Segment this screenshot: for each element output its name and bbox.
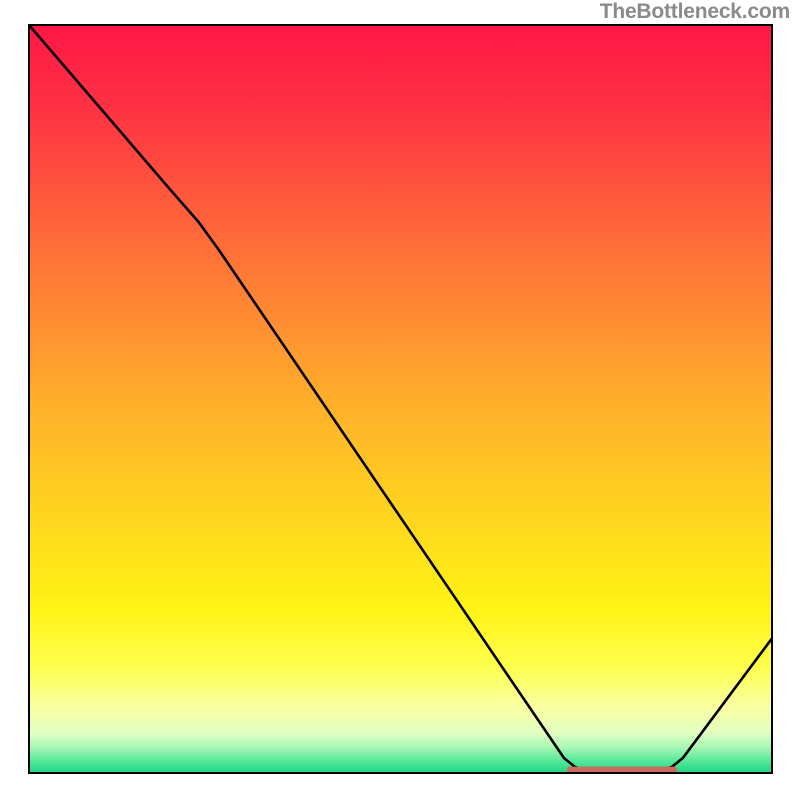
optimal-range-marker	[567, 767, 677, 773]
chart-container: { "attribution": { "text": "TheBottlenec…	[0, 0, 800, 800]
gradient-background	[29, 25, 772, 773]
attribution-text: TheBottleneck.com	[600, 0, 790, 24]
plot-area	[28, 24, 773, 774]
chart-svg	[28, 24, 773, 774]
